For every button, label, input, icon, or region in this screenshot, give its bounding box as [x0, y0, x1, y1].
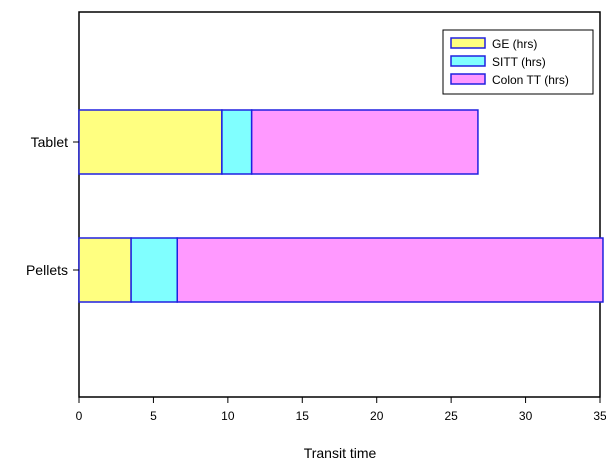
x-tick-label: 0 [76, 409, 83, 423]
x-tick-label: 20 [370, 409, 384, 423]
bar-pellets-series-0 [78, 237, 132, 303]
bar-pellets-series-1 [130, 237, 178, 303]
x-tick-label: 5 [150, 409, 157, 423]
legend: GE (hrs) SITT (hrs) Colon TT (hrs) [442, 29, 594, 95]
legend-swatch-2 [450, 73, 486, 85]
y-axis-ticks: Tablet Pellets [26, 134, 79, 278]
y-tick-label-pellets: Pellets [26, 262, 68, 278]
legend-label-0: GE (hrs) [492, 37, 537, 51]
x-axis-label: Transit time [304, 445, 377, 461]
bar-tablet-series-2 [250, 109, 479, 175]
x-axis-ticks: 0 5 10 15 20 25 30 35 [76, 397, 606, 423]
bar-tablet-series-1 [221, 109, 253, 175]
bar-layer [78, 109, 604, 303]
x-tick-label: 15 [296, 409, 310, 423]
x-tick-label: 30 [519, 409, 533, 423]
bar-tablet-series-0 [78, 109, 223, 175]
x-tick-label: 25 [444, 409, 458, 423]
legend-label-1: SITT (hrs) [492, 55, 546, 69]
legend-swatch-0 [450, 37, 486, 49]
y-tick-label-tablet: Tablet [31, 134, 68, 150]
bar-pellets-series-2 [176, 237, 604, 303]
legend-swatch-1 [450, 55, 486, 67]
legend-label-2: Colon TT (hrs) [492, 73, 569, 87]
x-tick-label: 10 [221, 409, 235, 423]
x-tick-label: 35 [593, 409, 606, 423]
